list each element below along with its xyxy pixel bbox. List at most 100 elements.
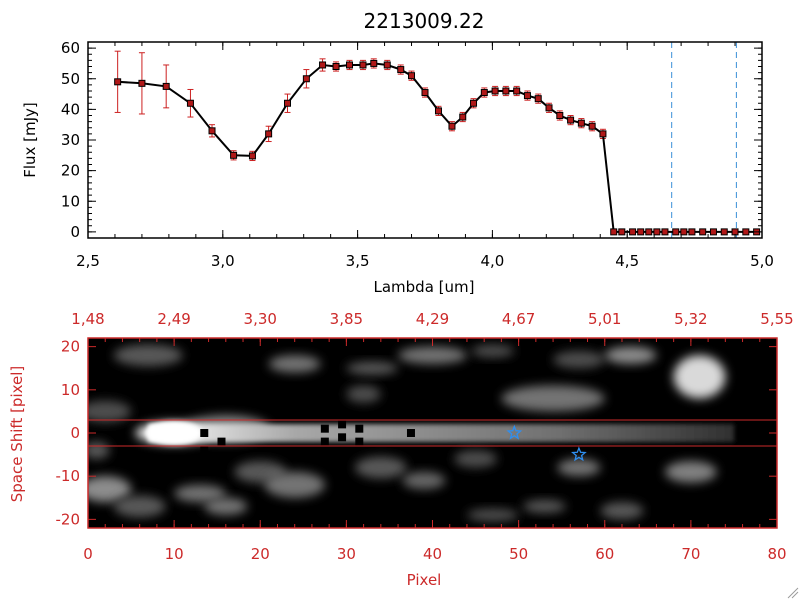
image-blob [354,456,407,479]
data-point [513,87,521,95]
data-point [502,87,510,95]
image-blob [402,471,446,490]
image-blob [88,476,132,503]
data-point [588,122,596,130]
shift-tick-label: 0 [70,424,80,442]
data-point [265,130,273,138]
spectrum-axes: 2,5 3,0 3,5 4,0 4,5 5,0 0 10 20 30 40 50 60 [61,39,774,270]
chart-title: 2213009.22 [364,9,485,33]
shift-tick-label: 10 [61,381,80,399]
image-blob [553,350,605,369]
data-point [186,99,194,107]
data-point [208,127,216,135]
image-blob [113,344,183,367]
data-point [534,95,542,103]
masked-pixel [320,424,329,433]
data-point [709,228,717,236]
image-blob [113,495,166,518]
data-point [114,78,122,86]
x-tick-label: 2,5 [76,252,100,270]
space-shift-axis-label: Space Shift [pixel] [8,366,26,503]
data-point [699,228,707,236]
data-point [359,61,367,69]
data-point [459,113,467,121]
data-point [577,119,585,127]
data-point [470,99,478,107]
data-point [610,228,618,236]
spectrum-line [117,62,757,233]
image-blob [466,508,519,522]
y-tick-label: 20 [61,162,80,180]
x-tick-label: 4,5 [615,252,639,270]
data-point [661,228,669,236]
resize-grip-icon[interactable] [787,587,799,599]
image-blob [88,400,132,423]
data-point [545,104,553,112]
data-point [680,228,688,236]
data-point [332,63,340,70]
data-point [284,99,292,107]
data-point [319,61,327,69]
wavelength-tick-label: 5,01 [588,310,621,328]
data-point [618,228,626,236]
data-point [637,228,645,236]
y-tick-label: 10 [61,192,80,210]
star-icon [506,424,523,440]
masked-pixel [320,437,329,446]
masked-pixel [406,429,415,437]
data-point [491,87,499,95]
data-point [383,61,391,69]
y-tick-label: 60 [61,39,80,57]
pixel-tick-label: 0 [83,545,93,563]
masked-pixel [338,433,347,442]
masked-pixel [217,437,226,446]
spectral-trace [148,424,734,442]
wavelength-tick-label: 4,67 [502,310,535,328]
image-blob [204,497,248,516]
image-blob [604,346,657,364]
data-point [138,79,146,87]
masked-pixel [355,424,364,433]
image-blob [665,461,717,483]
shift-tick-label: 20 [61,338,80,356]
masked-pixel [200,446,209,455]
image-blob [264,471,325,498]
masked-pixel [200,429,209,437]
data-point [408,72,416,80]
data-point [672,228,680,236]
data-point [720,228,728,236]
data-point [302,75,310,83]
data-point [346,61,354,69]
wavelength-tick-label: 5,55 [760,310,793,328]
wavelength-tick-label: 5,32 [674,310,707,328]
pixel-tick-label: 40 [423,545,442,563]
pixel-tick-label: 60 [595,545,614,563]
pixel-tick-label: 80 [767,545,786,563]
data-point [397,66,405,74]
data-point [629,228,637,236]
wavelength-tick-label: 1,48 [71,310,104,328]
y-tick-label: 40 [61,100,80,118]
x-axis-label: Lambda [um] [374,278,475,296]
data-point [523,92,531,100]
image-blob [346,385,381,403]
data-point [248,152,256,160]
spectrum-panel: 2213009.22 2,5 3,0 3,5 4,0 4,5 5,0 0 10 20 30 40 50… [21,9,774,296]
image-blob [673,355,726,399]
spectrum-marks [114,42,761,238]
y-tick-label: 30 [61,131,80,149]
data-point [480,89,488,97]
image-blob [398,346,467,364]
wavelength-tick-label: 3,30 [244,310,277,328]
pixel-axis-label: Pixel [407,571,442,589]
pixel-tick-label: 10 [165,545,184,563]
masked-pixel [355,437,364,446]
image-blob [557,458,601,477]
x-tick-label: 5,0 [750,252,774,270]
wavelength-tick-label: 2,49 [157,310,190,328]
data-point [434,107,442,115]
data-point [370,59,378,67]
x-tick-label: 4,0 [480,252,504,270]
y-axis-label: Flux [mJy] [21,102,39,178]
data-point [230,151,238,159]
